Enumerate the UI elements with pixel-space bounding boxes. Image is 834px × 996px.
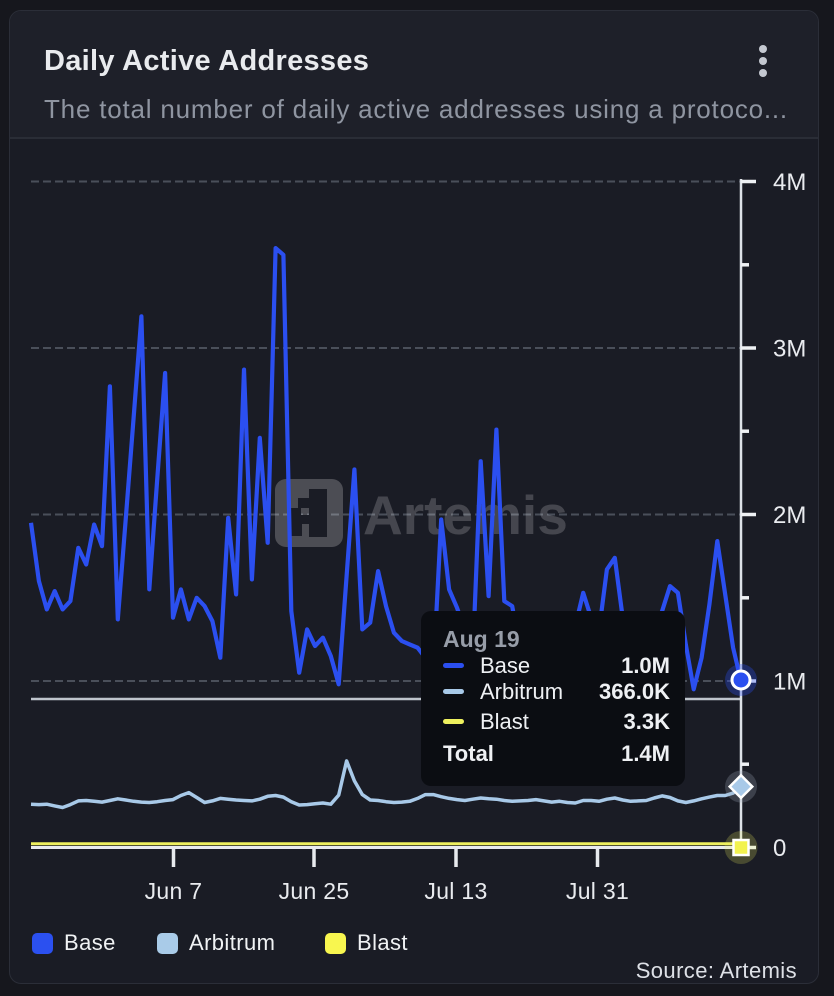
- svg-text:Jun 7: Jun 7: [145, 878, 203, 904]
- svg-text:Jun 25: Jun 25: [279, 878, 350, 904]
- svg-text:Jul 13: Jul 13: [424, 878, 487, 904]
- svg-text:4M: 4M: [773, 169, 806, 196]
- svg-text:Artemis: Artemis: [363, 484, 568, 546]
- svg-text:3M: 3M: [773, 336, 806, 363]
- svg-text:0: 0: [773, 835, 786, 862]
- svg-text:1M: 1M: [773, 669, 806, 696]
- svg-text:Jul 31: Jul 31: [566, 878, 629, 904]
- svg-text:2M: 2M: [773, 502, 806, 529]
